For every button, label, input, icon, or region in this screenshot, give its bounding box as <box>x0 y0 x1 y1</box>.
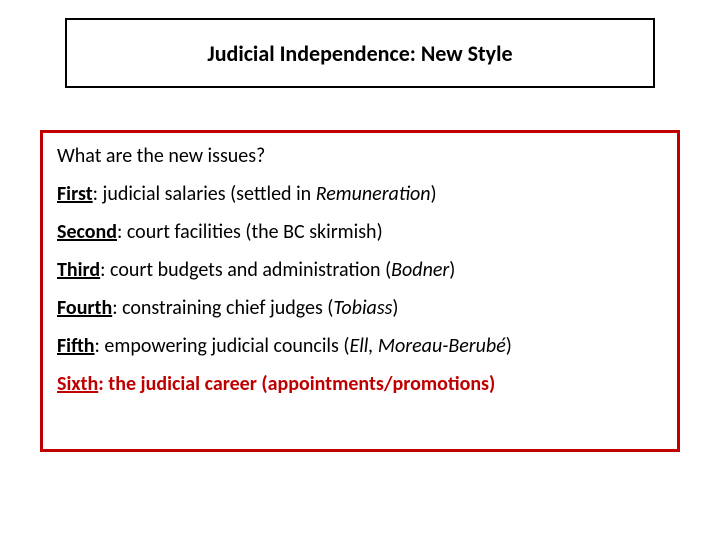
third-rest: : court budgets and administration ( <box>100 258 391 282</box>
third-case: Bodner <box>391 258 449 282</box>
first-close: ) <box>431 182 437 206</box>
content-box: What are the new issues? First: judicial… <box>40 130 680 452</box>
third-label: Third <box>57 258 100 282</box>
sixth-rest: : the judicial career (appointments/prom… <box>98 372 495 396</box>
first-label: First <box>57 182 93 206</box>
first-rest: : judicial salaries (settled in <box>93 182 316 206</box>
fourth-line: Fourth: constraining chief judges (Tobia… <box>57 295 663 321</box>
first-line: First: judicial salaries (settled in Rem… <box>57 181 663 207</box>
fourth-close: ) <box>392 296 398 320</box>
question-text: What are the new issues? <box>57 144 265 168</box>
fifth-case: Ell, Moreau-Berubé <box>349 334 505 358</box>
fourth-label: Fourth <box>57 296 112 320</box>
fifth-label: Fifth <box>57 334 95 358</box>
fourth-case: Tobiass <box>333 296 392 320</box>
third-line: Third: court budgets and administration … <box>57 257 663 283</box>
sixth-line: Sixth: the judicial career (appointments… <box>57 371 663 397</box>
second-label: Second <box>57 220 117 244</box>
question-line: What are the new issues? <box>57 143 663 169</box>
fifth-rest: : empowering judicial councils ( <box>95 334 350 358</box>
fifth-close: ) <box>506 334 512 358</box>
fourth-rest: : constraining chief judges ( <box>112 296 333 320</box>
third-close: ) <box>449 258 455 282</box>
title-text: Judicial Independence: New Style <box>207 40 512 67</box>
first-case: Remuneration <box>316 182 431 206</box>
fifth-line: Fifth: empowering judicial councils (Ell… <box>57 333 663 359</box>
sixth-label: Sixth <box>57 372 98 396</box>
title-box: Judicial Independence: New Style <box>65 18 655 88</box>
second-rest: : court facilities (the BC skirmish) <box>117 220 383 244</box>
second-line: Second: court facilities (the BC skirmis… <box>57 219 663 245</box>
